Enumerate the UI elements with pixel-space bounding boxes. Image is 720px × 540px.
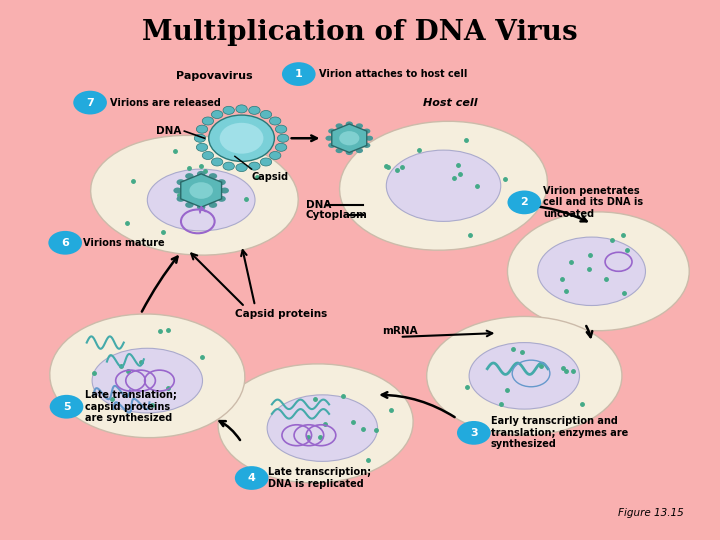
Circle shape [261,111,271,118]
Text: Late translation;
capsid proteins
are synthesized: Late translation; capsid proteins are sy… [86,390,177,423]
Ellipse shape [267,395,377,461]
Polygon shape [181,174,222,207]
Text: Capsid: Capsid [252,172,289,181]
Circle shape [339,131,359,145]
Circle shape [217,196,226,202]
Text: Late transcription;
DNA is replicated: Late transcription; DNA is replicated [269,467,372,489]
Text: Virions are released: Virions are released [110,98,221,107]
Circle shape [277,134,289,142]
Text: Multiplication of DNA Virus: Multiplication of DNA Virus [142,19,578,46]
Circle shape [185,173,194,179]
Circle shape [194,134,206,142]
Ellipse shape [91,136,298,255]
Text: 1: 1 [295,69,302,79]
Text: 7: 7 [86,98,94,107]
Circle shape [202,117,214,125]
Text: Virions mature: Virions mature [84,238,165,248]
Circle shape [457,421,490,445]
Circle shape [189,182,213,199]
Text: Early transcription and
translation; enzymes are
synthesized: Early transcription and translation; enz… [490,416,628,449]
Circle shape [223,162,235,170]
Circle shape [508,191,541,214]
Circle shape [185,202,194,208]
Circle shape [276,143,287,151]
Circle shape [366,136,373,141]
Circle shape [212,158,222,166]
Circle shape [248,106,260,114]
Circle shape [174,187,182,193]
Circle shape [50,395,84,418]
Circle shape [276,125,287,133]
Circle shape [197,171,205,177]
Circle shape [282,62,315,86]
Circle shape [197,204,205,210]
Ellipse shape [508,212,689,330]
Ellipse shape [218,364,413,483]
Ellipse shape [538,237,646,306]
Text: Virion attaches to host cell: Virion attaches to host cell [319,69,467,79]
Ellipse shape [92,348,202,413]
Circle shape [356,123,363,129]
Circle shape [356,148,363,153]
Circle shape [73,91,107,114]
Text: DNA: DNA [305,200,331,210]
Text: Papovavirus: Papovavirus [176,71,253,82]
Circle shape [236,164,247,172]
Text: Capsid proteins: Capsid proteins [235,309,327,319]
Circle shape [336,148,343,153]
Ellipse shape [148,169,255,231]
Circle shape [235,466,269,490]
Circle shape [261,158,271,166]
Text: 6: 6 [61,238,69,248]
Circle shape [328,129,336,134]
Text: mRNA: mRNA [382,326,418,336]
Ellipse shape [427,316,622,435]
Circle shape [223,106,235,114]
Ellipse shape [50,314,245,438]
Circle shape [236,105,247,113]
Circle shape [209,115,274,161]
Ellipse shape [387,150,500,221]
Circle shape [363,143,370,148]
Text: Cytoplasm: Cytoplasm [305,210,367,220]
Circle shape [336,123,343,129]
Circle shape [220,123,264,154]
Text: Figure 13.15: Figure 13.15 [618,508,684,518]
Polygon shape [332,124,366,152]
Text: DNA: DNA [156,126,181,136]
Circle shape [346,150,353,155]
Text: 2: 2 [521,198,528,207]
Circle shape [220,187,229,193]
Circle shape [346,122,353,126]
Circle shape [48,231,82,255]
Circle shape [197,125,207,133]
Circle shape [248,162,260,170]
Text: 4: 4 [248,473,256,483]
Circle shape [209,173,217,179]
Circle shape [217,179,226,185]
Text: 5: 5 [63,402,71,411]
Text: Host cell: Host cell [423,98,477,107]
Circle shape [202,152,214,159]
Circle shape [363,129,370,134]
Text: Virion penetrates
cell and its DNA is
uncoated: Virion penetrates cell and its DNA is un… [543,186,643,219]
Circle shape [325,136,333,141]
Circle shape [269,117,281,125]
Circle shape [197,143,207,151]
Circle shape [269,152,281,159]
Circle shape [328,143,336,148]
Ellipse shape [340,122,547,250]
Circle shape [176,179,185,185]
Ellipse shape [469,342,580,409]
Circle shape [209,202,217,208]
Text: 3: 3 [470,428,477,438]
Circle shape [176,196,185,202]
Circle shape [212,111,222,118]
